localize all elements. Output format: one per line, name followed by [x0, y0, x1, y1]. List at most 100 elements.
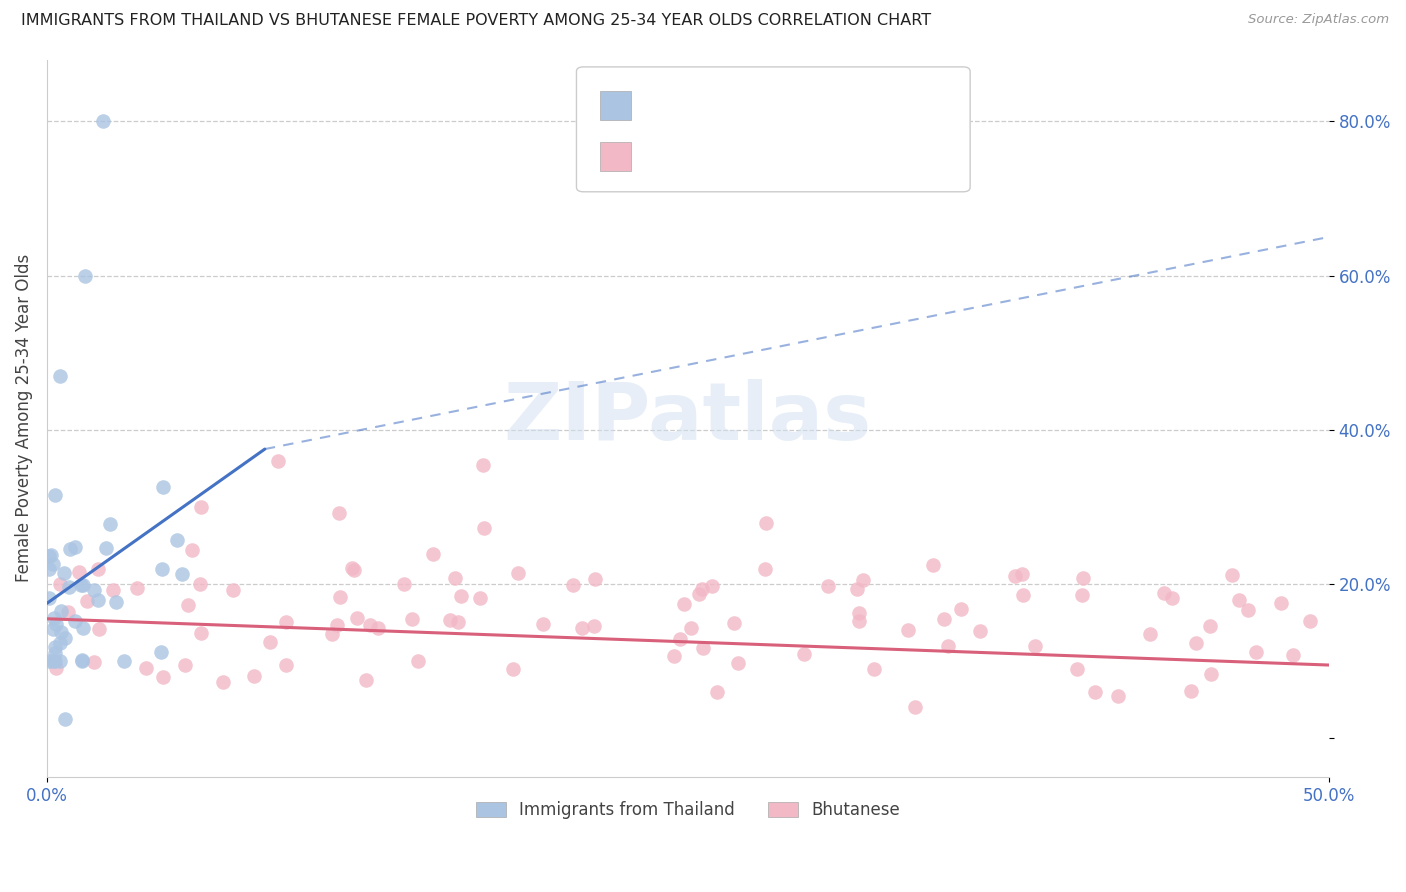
Text: R =: R = — [640, 146, 676, 164]
Point — [328, 506, 350, 520]
Point — [83, 582, 105, 597]
Point — [190, 626, 212, 640]
Point — [44, 654, 66, 668]
Point — [49, 624, 72, 639]
Point — [1220, 568, 1243, 582]
Point — [846, 582, 869, 597]
Point — [188, 576, 211, 591]
Point — [1270, 596, 1292, 610]
Point — [45, 617, 67, 632]
Point — [583, 573, 606, 587]
Point — [112, 654, 135, 668]
Point — [1244, 645, 1267, 659]
Point — [755, 516, 778, 530]
Point — [848, 606, 870, 620]
Point — [688, 587, 710, 601]
Point — [104, 595, 127, 609]
Point — [359, 617, 381, 632]
Point — [42, 557, 65, 571]
Point — [723, 616, 745, 631]
Point — [1107, 689, 1129, 703]
Point — [471, 458, 494, 472]
Point — [170, 566, 193, 581]
Point — [101, 583, 124, 598]
Point — [58, 580, 80, 594]
Point — [75, 268, 97, 283]
Point — [326, 618, 349, 632]
Point — [439, 613, 461, 627]
Point — [793, 647, 815, 661]
Point — [152, 480, 174, 494]
Text: ZIPatlas: ZIPatlas — [503, 379, 872, 458]
Point — [727, 657, 749, 671]
Point — [44, 646, 66, 660]
Point — [936, 639, 959, 653]
Point — [274, 657, 297, 672]
Point — [681, 621, 703, 635]
Point — [401, 612, 423, 626]
Point — [817, 579, 839, 593]
Point — [49, 636, 72, 650]
Point — [44, 488, 66, 502]
Legend: Immigrants from Thailand, Bhutanese: Immigrants from Thailand, Bhutanese — [470, 795, 907, 826]
Point — [221, 582, 243, 597]
Point — [447, 615, 470, 630]
Point — [39, 548, 62, 562]
Point — [422, 547, 444, 561]
Point — [86, 593, 108, 607]
Point — [181, 542, 204, 557]
Point — [443, 571, 465, 585]
Point — [1281, 648, 1303, 662]
Point — [934, 612, 956, 626]
Point — [852, 573, 875, 587]
Point — [329, 591, 352, 605]
Point — [1004, 568, 1026, 582]
Point — [42, 654, 65, 668]
Point — [754, 561, 776, 575]
Point — [669, 632, 692, 646]
Text: -0.138: -0.138 — [686, 146, 745, 164]
Point — [508, 566, 530, 580]
Point — [904, 700, 927, 714]
Point — [150, 645, 173, 659]
Point — [450, 589, 472, 603]
Point — [38, 562, 60, 576]
Point — [340, 560, 363, 574]
Point — [166, 533, 188, 548]
Text: 0.261: 0.261 — [686, 95, 738, 112]
Point — [1184, 636, 1206, 650]
Point — [41, 622, 63, 636]
Point — [48, 577, 70, 591]
Point — [266, 453, 288, 467]
Point — [969, 624, 991, 639]
Point — [150, 561, 173, 575]
Point — [49, 654, 72, 668]
Point — [1199, 666, 1222, 681]
Text: Source: ZipAtlas.com: Source: ZipAtlas.com — [1249, 13, 1389, 27]
Point — [583, 619, 606, 633]
Point — [242, 669, 264, 683]
Point — [502, 662, 524, 676]
Point — [135, 661, 157, 675]
Point — [472, 521, 495, 535]
Point — [367, 621, 389, 635]
Point — [72, 621, 94, 635]
Point — [1066, 662, 1088, 676]
Point — [346, 611, 368, 625]
Point — [1012, 588, 1035, 602]
Point — [1236, 603, 1258, 617]
Text: N=: N= — [773, 146, 804, 164]
Point — [1071, 572, 1094, 586]
Point — [59, 542, 82, 557]
Point — [63, 614, 86, 628]
Text: 45: 45 — [813, 95, 835, 112]
Point — [356, 673, 378, 688]
Point — [392, 576, 415, 591]
Point — [1160, 591, 1182, 605]
Text: N=: N= — [773, 95, 804, 112]
Point — [1139, 627, 1161, 641]
Point — [174, 657, 197, 672]
Text: 103: 103 — [813, 146, 848, 164]
Point — [83, 655, 105, 669]
Point — [700, 579, 723, 593]
